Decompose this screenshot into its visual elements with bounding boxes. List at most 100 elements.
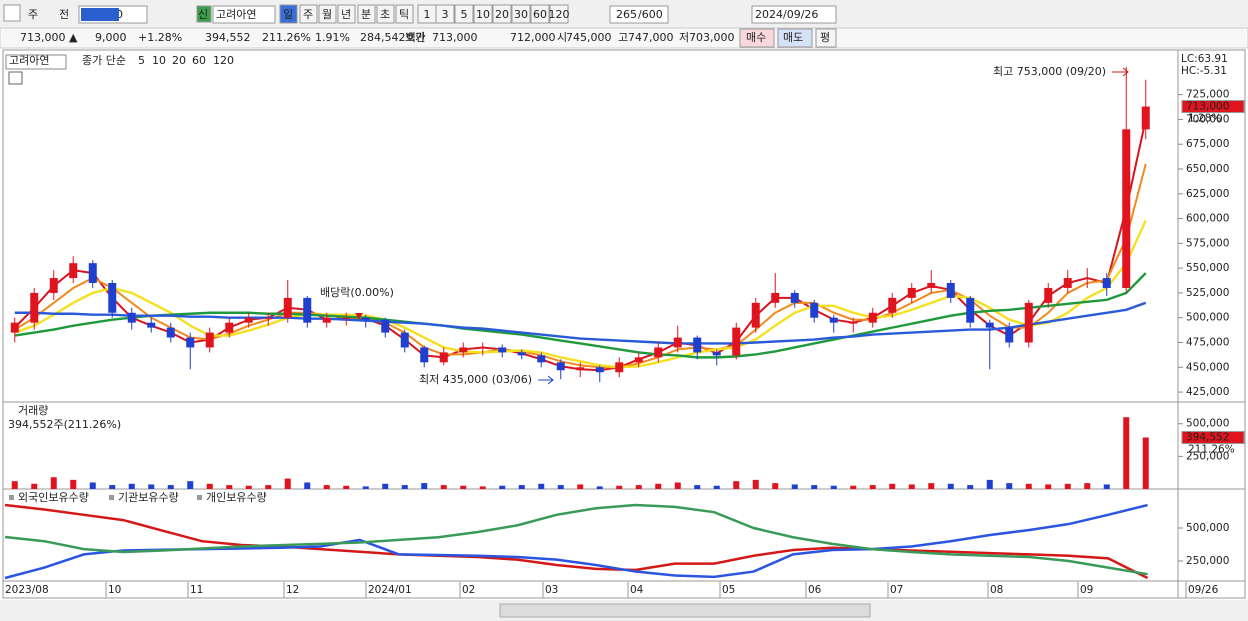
volume-bar <box>967 485 974 489</box>
volume-bar <box>655 483 662 489</box>
name-input-text[interactable]: 고려아연 <box>216 8 256 21</box>
volume-bar <box>206 483 213 489</box>
interval-button[interactable] <box>454 4 474 24</box>
buy-button[interactable] <box>739 28 775 48</box>
period-tab-text[interactable]: 일 <box>283 7 293 21</box>
quote-low: 703,000 <box>689 31 735 44</box>
calc-icon[interactable] <box>8 71 23 85</box>
volume-bar <box>674 482 681 489</box>
date-input[interactable] <box>751 5 837 24</box>
period-tab[interactable] <box>376 4 395 24</box>
candle-body <box>342 317 351 319</box>
interval-text[interactable]: 120 <box>549 8 570 21</box>
period-tab[interactable] <box>357 4 376 24</box>
interval-button[interactable] <box>530 4 550 24</box>
candle-body <box>1083 278 1092 280</box>
quote-open: 745,000 <box>566 31 612 44</box>
legend-entry: 10 <box>152 54 166 67</box>
last-volume-box <box>1181 431 1245 445</box>
x-tick-label: 04 <box>630 584 644 596</box>
candle-body <box>751 302 760 328</box>
high-annotation: 최고 753,000 (09/20) <box>993 65 1106 78</box>
volume-bar <box>1142 437 1149 489</box>
candle-body <box>966 297 975 323</box>
legend-entry: 개인보유수량 <box>206 491 267 504</box>
interval-text[interactable]: 30 <box>514 8 528 21</box>
quote-turnover: 1.91% <box>315 31 350 44</box>
volume-bar <box>50 477 57 489</box>
buy-text[interactable]: 매수 <box>746 31 766 44</box>
y-tick-label: 475,000 <box>1186 336 1229 348</box>
name-input[interactable] <box>212 5 276 24</box>
interval-text[interactable]: 10 <box>476 8 490 21</box>
y-tick-label: 500,000 <box>1186 418 1229 430</box>
sell-button[interactable] <box>777 28 813 48</box>
legend-swatch <box>9 495 14 500</box>
interval-text[interactable]: 20 <box>495 8 509 21</box>
ma-line <box>14 301 1147 345</box>
ma-line <box>14 220 1147 369</box>
candle-body <box>927 283 936 288</box>
count-input[interactable] <box>609 5 669 24</box>
y-tick-label: 250,000 <box>1186 450 1229 462</box>
candle-body <box>712 352 721 356</box>
interval-button[interactable] <box>473 4 493 24</box>
prev-button[interactable]: 전 <box>59 8 69 21</box>
volume-bar <box>713 485 720 489</box>
sell-text[interactable]: 매도 <box>783 31 803 44</box>
period-tab-text[interactable]: 월 <box>322 8 332 21</box>
volume-bar <box>1103 484 1110 489</box>
period-tab[interactable] <box>318 4 337 24</box>
dividend-annotation: 배당락(0.00%) <box>320 286 394 299</box>
volume-bar <box>869 485 876 489</box>
period-tab-text[interactable]: 년 <box>341 8 351 21</box>
volume-bar <box>1064 483 1071 489</box>
volume-bar <box>791 484 798 489</box>
candle-body <box>205 332 214 348</box>
volume-bar <box>947 483 954 489</box>
volume-bar <box>596 486 603 489</box>
volume-bar <box>538 483 545 489</box>
holding-line <box>4 503 1148 576</box>
candle-body <box>1024 302 1033 343</box>
menu-button[interactable] <box>3 4 21 22</box>
quote-bid: 712,000 <box>510 31 556 44</box>
candle-body <box>108 283 117 313</box>
avg-button[interactable] <box>815 28 837 48</box>
candle-body <box>439 352 448 363</box>
x-tick-label: 06 <box>808 584 822 596</box>
volume-bar <box>167 485 174 489</box>
interval-text[interactable]: 1 <box>424 8 431 21</box>
period-tab-text[interactable]: 주 <box>303 8 313 21</box>
interval-button[interactable] <box>511 4 531 24</box>
volume-bar <box>11 481 18 489</box>
type-button[interactable]: 주 <box>28 8 38 21</box>
candle-body <box>1141 106 1150 130</box>
candle-body <box>654 347 663 358</box>
quote-high-label: 고 <box>618 31 628 44</box>
interval-button[interactable] <box>549 4 569 24</box>
interval-text[interactable]: 60 <box>533 8 547 21</box>
period-tab-text[interactable]: 틱 <box>399 8 409 21</box>
volume-bar <box>986 479 993 489</box>
period-tab[interactable] <box>337 4 356 24</box>
interval-button[interactable] <box>435 4 455 24</box>
date-text[interactable]: 2024/09/26 <box>755 8 818 21</box>
interval-text[interactable]: 5 <box>461 8 468 21</box>
candle-body <box>303 297 312 323</box>
scroll-thumb[interactable] <box>499 603 871 618</box>
period-tab-text[interactable]: 분 <box>361 8 371 21</box>
legend-entry: 20 <box>172 54 186 67</box>
avg-text[interactable]: 평 <box>820 31 830 44</box>
interval-button[interactable] <box>492 4 512 24</box>
period-tab[interactable] <box>279 4 298 24</box>
quote-volume: 394,552 <box>205 31 251 44</box>
volume-bar <box>187 481 194 489</box>
period-tab[interactable] <box>299 4 318 24</box>
volume-bar <box>362 486 369 489</box>
period-tab[interactable] <box>395 4 414 24</box>
period-tab-text[interactable]: 초 <box>380 8 390 21</box>
candle-body <box>69 263 78 279</box>
interval-text[interactable]: 3 <box>442 8 449 21</box>
volume-bar <box>908 484 915 489</box>
